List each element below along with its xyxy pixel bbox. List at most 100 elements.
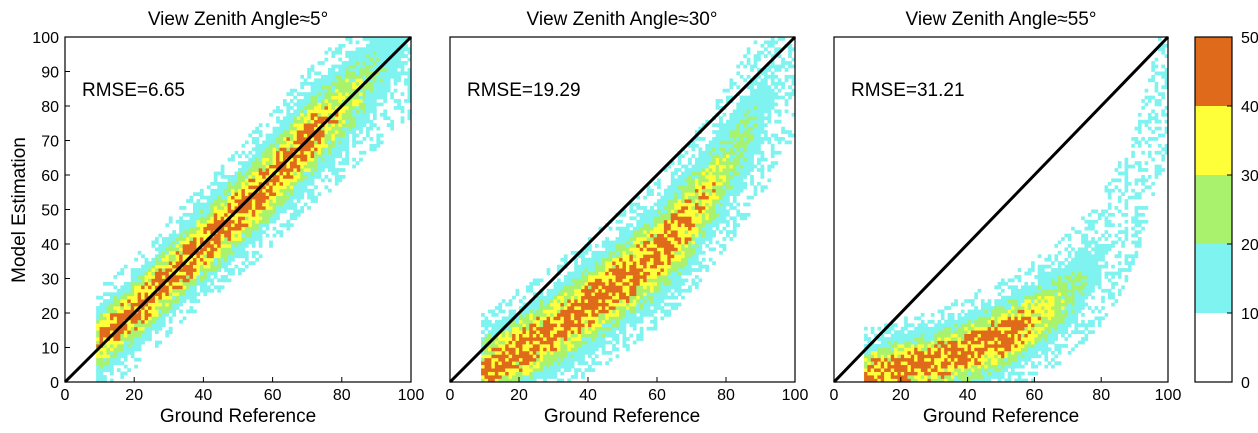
density-cell <box>632 319 637 324</box>
density-cell <box>519 313 523 317</box>
density-cell <box>519 330 523 334</box>
density-cell <box>407 78 411 83</box>
density-cell <box>154 275 159 279</box>
density-cell <box>553 285 558 290</box>
density-cell <box>598 257 603 262</box>
density-cell <box>120 313 125 317</box>
density-cell <box>643 299 647 303</box>
density-cell <box>567 378 572 382</box>
density-cell <box>282 150 287 155</box>
density-cell <box>272 185 277 190</box>
density-cell <box>386 40 391 45</box>
density-cell <box>681 226 685 231</box>
density-cell <box>529 309 534 314</box>
density-cell <box>193 285 197 290</box>
density-cell <box>577 326 582 331</box>
density-cell <box>729 119 734 124</box>
density-cell <box>289 133 294 138</box>
density-cell <box>310 112 315 117</box>
density-cell <box>300 137 305 141</box>
density-cell <box>629 271 634 276</box>
density-cell <box>588 247 592 252</box>
density-cell <box>677 161 682 165</box>
density-cell <box>141 309 145 314</box>
density-cell <box>168 316 173 321</box>
density-cell <box>227 254 232 259</box>
density-cell <box>224 230 228 234</box>
density-cell <box>141 264 145 269</box>
density-cell <box>505 333 509 338</box>
density-cell <box>536 326 540 331</box>
density-cell <box>120 306 125 310</box>
density-cell <box>241 206 246 210</box>
density-cell <box>165 275 170 279</box>
density-cell <box>130 309 135 314</box>
density-cell <box>269 185 273 190</box>
density-cell <box>386 61 391 65</box>
density-cell <box>632 244 637 248</box>
density-cell <box>109 292 114 297</box>
density-cell <box>632 326 637 331</box>
density-cell <box>732 133 737 138</box>
density-cell <box>712 157 716 162</box>
density-cell <box>660 278 665 283</box>
density-cell <box>359 74 363 79</box>
density-cell <box>563 313 568 317</box>
density-cell <box>643 281 647 286</box>
density-cell <box>383 99 388 103</box>
density-cell <box>289 123 294 127</box>
density-cell <box>279 230 284 234</box>
density-cell <box>289 137 294 141</box>
density-cell <box>372 74 377 79</box>
density-cell <box>677 271 682 276</box>
density-cell <box>660 226 665 231</box>
density-cell <box>681 164 685 169</box>
density-cell <box>137 357 142 362</box>
density-cell <box>715 202 720 207</box>
density-cell <box>231 237 235 241</box>
density-cell <box>193 237 197 241</box>
density-cell <box>279 175 284 179</box>
density-cell <box>605 333 609 338</box>
density-cell <box>719 154 723 159</box>
density-cell <box>113 285 118 290</box>
density-cell <box>331 143 336 148</box>
density-cell <box>186 281 190 286</box>
density-cell <box>161 250 166 255</box>
density-cell <box>674 192 678 196</box>
density-cell <box>522 340 527 345</box>
density-cell <box>494 319 499 324</box>
density-cell <box>109 378 114 382</box>
density-cell <box>213 261 218 265</box>
density-cell <box>383 92 388 96</box>
density-cell <box>99 368 104 372</box>
density-cell <box>684 192 689 196</box>
density-cell <box>715 157 720 162</box>
density-cell <box>550 323 554 328</box>
density-cell <box>96 326 100 331</box>
density-cell <box>681 223 685 228</box>
density-cell <box>726 157 730 162</box>
density-cell <box>746 143 751 148</box>
density-cell <box>684 195 689 200</box>
density-cell <box>691 247 696 252</box>
density-cell <box>719 137 723 141</box>
density-cell <box>116 316 121 321</box>
density-cell <box>622 309 627 314</box>
density-cell <box>248 212 253 217</box>
density-cell <box>269 195 273 200</box>
density-cell <box>255 175 260 179</box>
density-cell <box>279 171 284 176</box>
density-cell <box>701 209 706 214</box>
density-cell <box>314 95 318 100</box>
density-cell <box>106 299 111 303</box>
density-cell <box>314 119 318 124</box>
density-cell <box>116 292 121 297</box>
density-cell <box>265 192 270 196</box>
density-cell <box>96 361 100 366</box>
density-cell <box>258 175 263 179</box>
density-cell <box>505 302 509 307</box>
density-cell <box>255 223 260 228</box>
density-cell <box>251 175 256 179</box>
density-cell <box>619 257 623 262</box>
